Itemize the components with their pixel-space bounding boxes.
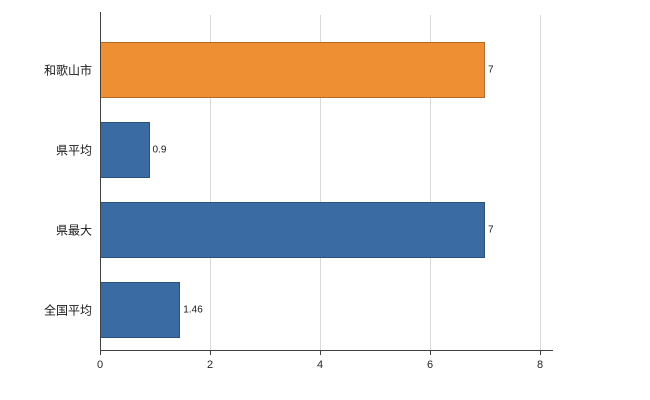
gridline <box>320 15 321 350</box>
category-label: 和歌山市 <box>43 63 92 78</box>
bar-県最大 <box>100 202 485 258</box>
y-axis-line <box>100 12 101 350</box>
x-tick-mark <box>100 350 101 355</box>
gridline <box>210 15 211 350</box>
value-label: 7 <box>488 64 494 76</box>
x-tick-label: 8 <box>536 359 544 371</box>
category-label: 県最大 <box>55 223 92 238</box>
bar-県平均 <box>100 122 150 178</box>
x-tick-mark <box>210 350 211 355</box>
category-label: 全国平均 <box>43 303 92 318</box>
x-tick-label: 6 <box>426 359 434 371</box>
value-label: 7 <box>488 224 494 236</box>
value-label: 1.46 <box>183 304 203 316</box>
gridline <box>540 15 541 350</box>
x-tick-mark <box>430 350 431 355</box>
x-tick-mark <box>320 350 321 355</box>
bar-和歌山市 <box>100 42 485 98</box>
category-label: 県平均 <box>55 143 92 158</box>
x-tick-mark <box>540 350 541 355</box>
gridline <box>430 15 431 350</box>
value-label: 0.9 <box>152 144 167 156</box>
x-tick-label: 2 <box>206 359 214 371</box>
x-axis-line <box>100 350 553 351</box>
x-tick-label: 4 <box>316 359 324 371</box>
bar-全国平均 <box>100 282 181 338</box>
x-tick-label: 0 <box>96 359 104 371</box>
